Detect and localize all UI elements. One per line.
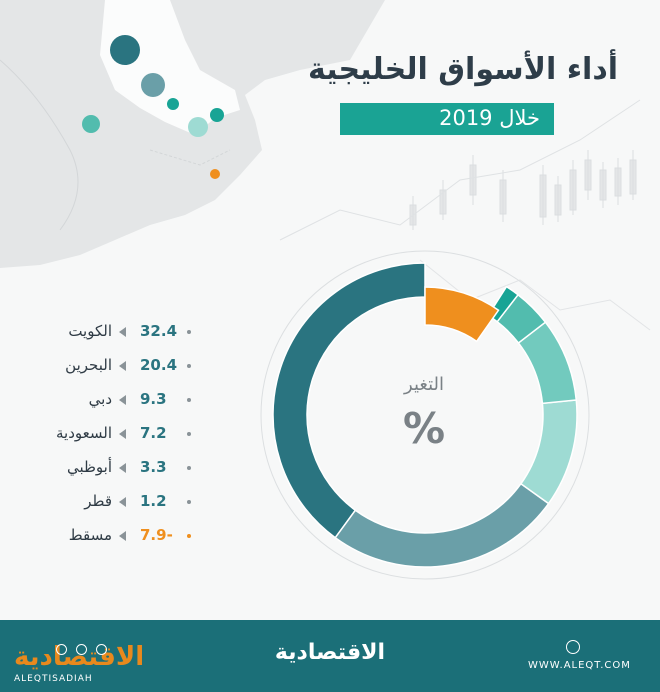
legend-label: السعودية bbox=[55, 424, 112, 442]
donut-slice-0 bbox=[272, 262, 426, 539]
legend-item: السعودية 7.2 bbox=[0, 420, 230, 450]
legend-value: 7.2 bbox=[140, 424, 167, 442]
legend-item: الكويت 32.4 bbox=[0, 318, 230, 348]
bubble-dubai bbox=[210, 108, 224, 122]
donut-slice-2 bbox=[519, 399, 578, 505]
legend-arrow-icon bbox=[119, 429, 126, 439]
donut-center-label: التغير bbox=[404, 374, 444, 395]
bubble-qatar bbox=[167, 98, 179, 110]
legend-dot bbox=[187, 432, 191, 436]
legend-dot bbox=[187, 398, 191, 402]
chart-title: أداء الأسواق الخليجية bbox=[308, 52, 618, 87]
footer-website[interactable]: WWW.ALEQT.COM bbox=[528, 660, 631, 671]
legend-arrow-icon bbox=[119, 361, 126, 371]
legend-arrow-icon bbox=[119, 463, 126, 473]
legend-value: 7.9- bbox=[140, 526, 173, 544]
bubble-kuwait bbox=[110, 35, 140, 65]
legend-value: 1.2 bbox=[140, 492, 167, 510]
donut-guide-ring bbox=[260, 250, 590, 580]
legend-arrow-icon bbox=[119, 327, 126, 337]
candles-backdrop bbox=[409, 150, 637, 230]
legend-label: أبوظبي bbox=[66, 458, 112, 476]
footer-logo-latin: ALEQTISADIAH bbox=[14, 674, 93, 684]
donut-chart bbox=[260, 250, 590, 580]
twitter-icon[interactable] bbox=[96, 644, 107, 655]
chart-subtitle: خلال 2019 bbox=[439, 106, 540, 130]
legend-arrow-icon bbox=[119, 531, 126, 541]
legend-value: 3.3 bbox=[140, 458, 167, 476]
legend-label: دبي bbox=[88, 390, 112, 408]
map-border bbox=[149, 149, 231, 166]
legend-item: أبوظبي 3.3 bbox=[0, 454, 230, 484]
donut-slice-negative-0 bbox=[424, 286, 500, 343]
legend-dot bbox=[187, 466, 191, 470]
map-sea bbox=[100, 0, 240, 135]
map-coast bbox=[0, 59, 79, 231]
legend-label: البحرين bbox=[65, 356, 112, 374]
facebook-icon[interactable] bbox=[76, 644, 87, 655]
backdrop-line bbox=[279, 99, 641, 241]
legend-value: 9.3 bbox=[140, 390, 167, 408]
legend-arrow-icon bbox=[119, 497, 126, 507]
donut-slice-1 bbox=[334, 482, 550, 568]
legend-arrow-icon bbox=[119, 395, 126, 405]
bubble-bahrain bbox=[141, 73, 165, 97]
website-icon bbox=[566, 640, 580, 654]
donut-slice-3 bbox=[517, 321, 578, 405]
legend-item: دبي 9.3 bbox=[0, 386, 230, 416]
legend-label: قطر bbox=[84, 492, 112, 510]
instagram-icon[interactable] bbox=[56, 644, 67, 655]
legend-item: البحرين 20.4 bbox=[0, 352, 230, 382]
legend-dot bbox=[187, 330, 191, 334]
footer-brand: الاقتصادية bbox=[274, 640, 386, 665]
legend-dot bbox=[187, 364, 191, 368]
legend-dot bbox=[187, 500, 191, 504]
bubble-muscat bbox=[210, 169, 220, 179]
subtitle-box: خلال 2019 bbox=[340, 103, 554, 135]
legend-value: 20.4 bbox=[140, 356, 178, 374]
footer: الاقتصادية ALEQTISADIAH الاقتصادية WWW.A… bbox=[0, 620, 660, 692]
legend-label: مسقط bbox=[68, 526, 112, 544]
legend-dot bbox=[187, 534, 191, 538]
legend-item: قطر 1.2 bbox=[0, 488, 230, 518]
bubble-abudhabi bbox=[188, 117, 208, 137]
legend-value: 32.4 bbox=[140, 322, 178, 340]
legend-item: مسقط 7.9- bbox=[0, 522, 230, 552]
legend-label: الكويت bbox=[68, 322, 112, 340]
bubble-saudi bbox=[82, 115, 100, 133]
donut-center-sign: % bbox=[402, 404, 446, 453]
